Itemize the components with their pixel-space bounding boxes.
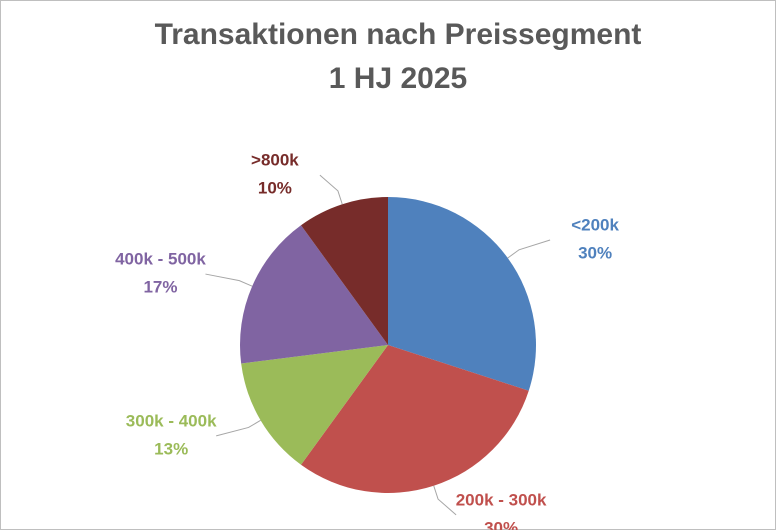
leader-line	[216, 419, 261, 437]
pie-slice	[388, 197, 536, 391]
slice-label: 200k - 300k	[456, 490, 547, 509]
leader-line	[205, 273, 253, 287]
value-label: 30%	[484, 518, 518, 530]
value-label: 13%	[154, 439, 188, 458]
leader-line	[507, 239, 551, 259]
value-label: 17%	[143, 278, 177, 297]
pie-slice	[301, 197, 388, 345]
pie-slice	[241, 345, 388, 465]
leader-line	[319, 174, 343, 205]
pie-slice	[239, 225, 388, 364]
slice-label: 400k - 500k	[115, 250, 206, 269]
chart-title: Transaktionen nach Preissegment	[155, 18, 642, 51]
pie-slice	[301, 345, 529, 494]
slice-label: 300k - 400k	[126, 411, 217, 430]
slice-label: <200k	[571, 216, 619, 235]
value-label: 30%	[578, 244, 612, 263]
slice-label: >800k	[251, 151, 299, 170]
value-label: 10%	[258, 179, 292, 198]
leader-line	[433, 485, 457, 516]
chart-subtitle: 1 HJ 2025	[329, 62, 467, 95]
